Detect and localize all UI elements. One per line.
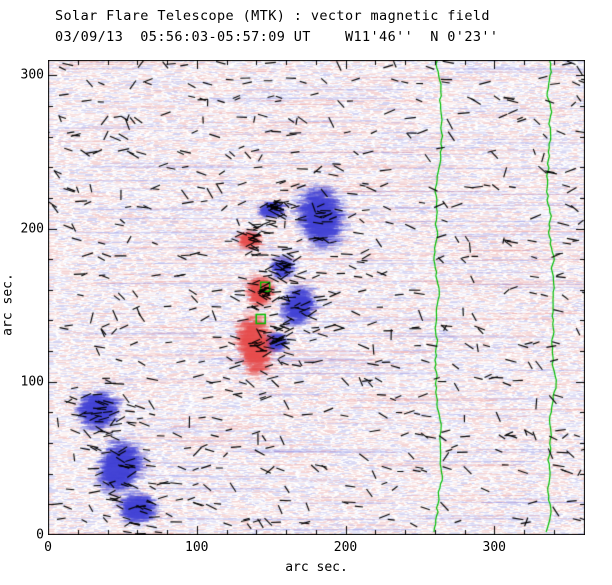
y-tick-label: 0 xyxy=(36,527,44,543)
y-tick-label: 300 xyxy=(20,67,44,83)
y-tick-label: 200 xyxy=(20,221,44,237)
plot-area xyxy=(48,60,585,535)
x-tick-label: 0 xyxy=(44,540,52,555)
x-axis-label: arc sec. xyxy=(285,560,348,575)
x-tick-label: 100 xyxy=(185,540,209,555)
x-tick-label: 300 xyxy=(482,540,506,555)
y-tick-label: 100 xyxy=(20,374,44,390)
plot-title: Solar Flare Telescope (MTK) : vector mag… xyxy=(55,8,490,24)
x-tick-label: 200 xyxy=(333,540,358,555)
plot-subtitle: 03/09/13 05:56:03-05:57:09 UT W11'46'' N… xyxy=(55,29,499,45)
magnetogram-canvas xyxy=(48,60,585,535)
y-axis-label: arc sec. xyxy=(0,273,16,336)
